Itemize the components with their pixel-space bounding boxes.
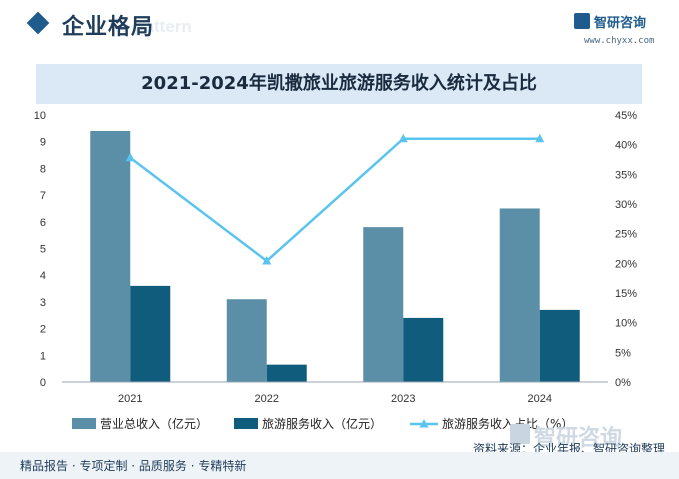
header-ghost-text: e pattern (120, 17, 192, 36)
bar-total-revenue (363, 227, 404, 382)
left-axis-tick-label: 4 (40, 270, 46, 282)
left-axis-tick-label: 3 (40, 297, 46, 309)
bar-tourism-revenue (130, 285, 171, 382)
bar-total-revenue (499, 208, 540, 382)
line-share-series (129, 137, 540, 263)
line-point-marker (125, 152, 135, 162)
left-axis-tick-label: 8 (40, 163, 46, 175)
right-axis-tick-label: 10% (615, 318, 637, 330)
logo-name: 智研咨询 (594, 16, 647, 31)
brand-logo: 智研咨询 www.chyxx.com (574, 12, 674, 52)
left-axis-tick-label: 7 (40, 190, 46, 202)
left-axis-tick-label: 2 (40, 324, 46, 336)
legend-tourism-revenue-label: 旅游服务收入（亿元） (262, 416, 382, 431)
left-axis-tick-label: 10 (34, 110, 46, 122)
legend-tourism-share-marker (419, 419, 429, 428)
footer-bar: 精品报告 · 专项定制 · 品质服务 · 专精特新 (0, 452, 679, 479)
right-axis-tick-label: 35% (615, 169, 637, 181)
x-axis-tick-label: 2024 (528, 393, 552, 405)
legend-total-revenue-swatch (72, 418, 96, 429)
bar-total-revenue (226, 299, 267, 382)
right-axis-tick-label: 20% (615, 258, 637, 270)
left-axis-tick-label: 5 (40, 244, 46, 256)
left-axis-tick-label: 9 (40, 137, 46, 149)
bar-tourism-revenue (266, 364, 307, 382)
left-axis-tick-label: 0 (40, 377, 46, 389)
x-axis-tick-label: 2022 (255, 393, 279, 405)
left-axis-tick-label: 1 (40, 350, 46, 362)
right-axis-tick-label: 30% (615, 199, 637, 211)
chart-title: 2021-2024年凯撒旅业旅游服务收入统计及占比 (141, 73, 537, 94)
bar-tourism-revenue (539, 309, 580, 382)
right-axis-tick-label: 25% (615, 229, 637, 241)
right-axis-tick-label: 15% (615, 288, 637, 300)
right-axis-tick-label: 45% (615, 110, 637, 122)
section-header: e pattern 企业格局 智研咨询 www.chyxx.com (0, 0, 679, 52)
combo-chart: 0 1 2 3 4 5 6 7 8 9 10 0% 5% 10% 15% 20% 25% 30% 35% 40% 45%… (34, 110, 637, 431)
watermark-logo-icon (510, 424, 530, 444)
legend-tourism-share-label: 旅游服务收入占比（%） (442, 416, 573, 431)
section-title: 企业格局 (62, 15, 155, 40)
right-axis-tick-label: 40% (615, 140, 637, 152)
watermark-logo: 智研咨询 (534, 426, 623, 451)
line-point-marker (535, 133, 545, 143)
footer-slogan: 精品报告 · 专项定制 · 品质服务 · 专精特新 (20, 459, 247, 473)
bar-tourism-revenue (403, 317, 444, 382)
right-axis-tick-label: 0% (615, 377, 631, 389)
line-point-marker (398, 133, 408, 143)
line-point-marker (262, 255, 272, 265)
legend-total-revenue-label: 营业总收入（亿元） (100, 416, 208, 431)
left-axis-tick-label: 6 (40, 217, 46, 229)
bar-total-revenue (90, 131, 131, 382)
legend-tourism-revenue-swatch (234, 418, 258, 429)
right-axis-tick-label: 5% (615, 347, 631, 359)
x-axis-tick-label: 2021 (118, 393, 142, 405)
chart-title-bar: 2021-2024年凯撒旅业旅游服务收入统计及占比 (36, 64, 642, 104)
logo-url: www.chyxx.com (584, 36, 655, 46)
company-logo-icon (574, 13, 590, 29)
x-axis-tick-label: 2023 (391, 393, 415, 405)
